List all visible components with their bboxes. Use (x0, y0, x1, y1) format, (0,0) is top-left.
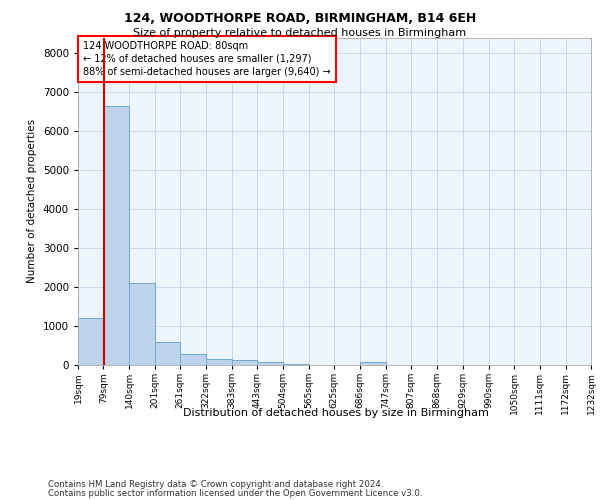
Bar (155, 342, 181, 365)
Bar (360, 362, 386, 365)
Bar (78, 318, 103, 365)
Bar (206, 359, 232, 365)
Bar (232, 360, 257, 365)
Y-axis label: Number of detached properties: Number of detached properties (27, 119, 37, 284)
Text: Size of property relative to detached houses in Birmingham: Size of property relative to detached ho… (133, 28, 467, 38)
Bar (129, 283, 155, 365)
Text: Contains public sector information licensed under the Open Government Licence v3: Contains public sector information licen… (48, 488, 422, 498)
Text: 124 WOODTHORPE ROAD: 80sqm
← 12% of detached houses are smaller (1,297)
88% of s: 124 WOODTHORPE ROAD: 80sqm ← 12% of deta… (83, 41, 331, 77)
Bar (181, 354, 206, 365)
Bar (283, 364, 309, 365)
Text: 124, WOODTHORPE ROAD, BIRMINGHAM, B14 6EH: 124, WOODTHORPE ROAD, BIRMINGHAM, B14 6E… (124, 12, 476, 26)
Text: Distribution of detached houses by size in Birmingham: Distribution of detached houses by size … (183, 408, 489, 418)
Bar (103, 106, 129, 365)
Bar (257, 362, 283, 365)
Text: Contains HM Land Registry data © Crown copyright and database right 2024.: Contains HM Land Registry data © Crown c… (48, 480, 383, 489)
